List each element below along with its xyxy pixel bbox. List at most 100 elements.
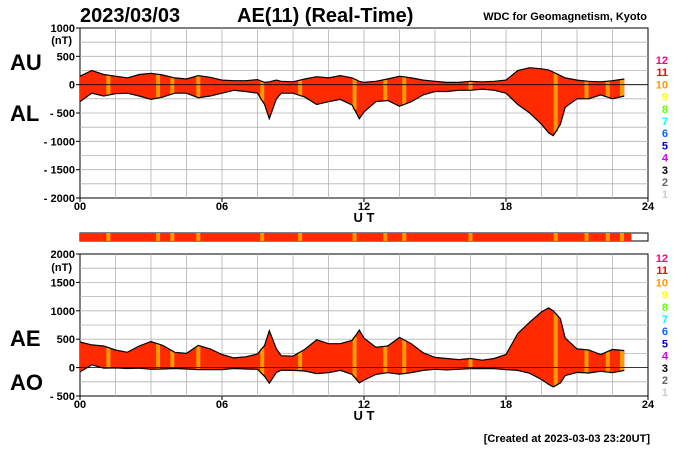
- station-count-band: [298, 352, 303, 371]
- station-count-band: [383, 346, 388, 374]
- legend-entry: 3: [662, 165, 668, 177]
- x-tick-label: 06: [216, 201, 228, 213]
- legend-entry: 7: [662, 116, 668, 128]
- station-count-band: [553, 73, 558, 132]
- legend-entry: 2: [662, 375, 668, 387]
- legend-entry: 10: [656, 277, 668, 289]
- station-count-band: [605, 81, 610, 98]
- station-count-band: [619, 79, 624, 97]
- y-tick-label: 500: [57, 334, 75, 346]
- x-axis-label-bottom: U T: [354, 408, 375, 423]
- unit-label-bottom: (nT): [51, 262, 72, 274]
- band-segment: [468, 233, 473, 241]
- station-count-band: [196, 75, 201, 98]
- station-count-band: [170, 77, 175, 94]
- station-count-band: [260, 348, 265, 375]
- y-tick-label: - 1000: [44, 136, 75, 148]
- data-quality-band: [79, 232, 649, 242]
- x-tick-label: 00: [74, 399, 86, 411]
- legend-entry: 1: [662, 189, 668, 201]
- au-label: AU: [10, 50, 42, 75]
- band-segment: [605, 233, 610, 241]
- station-count-band: [584, 81, 589, 99]
- station-count-band: [352, 79, 357, 110]
- created-timestamp: [Created at 2023-03-03 23:20UT]: [484, 433, 651, 445]
- station-count-band: [584, 349, 589, 373]
- series-line-ao: [79, 364, 625, 388]
- legend-entry: 1: [662, 387, 668, 399]
- legend-entry: 2: [662, 177, 668, 189]
- x-tick-label: 00: [74, 201, 86, 213]
- legend-entry: 10: [656, 79, 668, 91]
- legend-entry: 6: [662, 326, 668, 338]
- station-count-band: [260, 81, 265, 101]
- y-tick-label: 0: [69, 363, 75, 375]
- series-area-ae-ao: [80, 308, 625, 387]
- band-segment: [196, 233, 201, 241]
- station-count-band: [170, 350, 175, 369]
- x-tick-label: 12: [358, 399, 370, 411]
- station-count-band: [298, 80, 303, 96]
- station-count-band: [402, 339, 407, 374]
- legend-entry: 11: [656, 67, 668, 79]
- x-tick-label: 24: [642, 399, 655, 411]
- station-count-band: [106, 75, 111, 96]
- legend-entry: 4: [662, 351, 669, 363]
- institution-label: WDC for Geomagnetism, Kyoto: [483, 11, 647, 23]
- x-tick-label: 12: [358, 201, 370, 213]
- y-tick-label: 1000: [51, 306, 75, 318]
- x-tick-label: 24: [642, 201, 655, 213]
- chart-title: AE(11) (Real-Time): [237, 5, 413, 27]
- al-label: AL: [10, 101, 39, 126]
- station-count-band: [468, 81, 473, 91]
- legend-entry: 11: [656, 265, 668, 277]
- y-tick-label: 2000: [51, 249, 75, 261]
- station-count-band: [352, 336, 357, 378]
- band-segment: [260, 233, 265, 241]
- legend-entry: 5: [662, 338, 668, 350]
- band-segment: [106, 233, 111, 241]
- station-count-band: [106, 347, 111, 369]
- y-tick-label: - 2000: [44, 193, 75, 205]
- station-count-band: [402, 76, 407, 105]
- series-line-al: [79, 88, 625, 137]
- band-segment: [402, 233, 407, 241]
- band-segment: [553, 233, 558, 241]
- band-segment: [170, 233, 175, 241]
- band-segment: [298, 233, 303, 241]
- x-tick-label: 06: [216, 399, 228, 411]
- series-line-au: [79, 67, 625, 84]
- legend-entry: 4: [662, 153, 669, 165]
- y-tick-label: - 500: [50, 391, 75, 403]
- band-segment: [584, 233, 589, 241]
- date-title: 2023/03/03: [80, 5, 180, 27]
- x-tick-label: 18: [500, 201, 512, 213]
- legend-entry: 9: [662, 92, 668, 104]
- y-tick-label: - 500: [50, 108, 75, 120]
- legend-entry: 7: [662, 314, 668, 326]
- legend-entry: 12: [656, 253, 668, 265]
- legend-entry: 3: [662, 363, 668, 375]
- legend-entry: 12: [656, 55, 668, 67]
- x-axis-label-top: U T: [354, 210, 375, 225]
- ae-label: AE: [10, 326, 41, 351]
- band-segment: [383, 233, 388, 241]
- band-segment: [352, 233, 357, 241]
- legend-entry: 8: [662, 302, 668, 314]
- x-tick-label: 18: [500, 399, 512, 411]
- station-count-band: [156, 343, 161, 370]
- y-tick-label: - 1500: [44, 165, 75, 177]
- band-segment: [619, 233, 624, 241]
- y-tick-label: 1000: [51, 23, 75, 35]
- station-count-band: [468, 358, 473, 369]
- y-tick-label: 0: [69, 80, 75, 92]
- ao-label: AO: [10, 370, 43, 395]
- series-line-ae: [79, 307, 625, 361]
- legend-entry: 5: [662, 140, 668, 152]
- legend-entry: 8: [662, 104, 668, 116]
- station-count-band: [383, 79, 388, 101]
